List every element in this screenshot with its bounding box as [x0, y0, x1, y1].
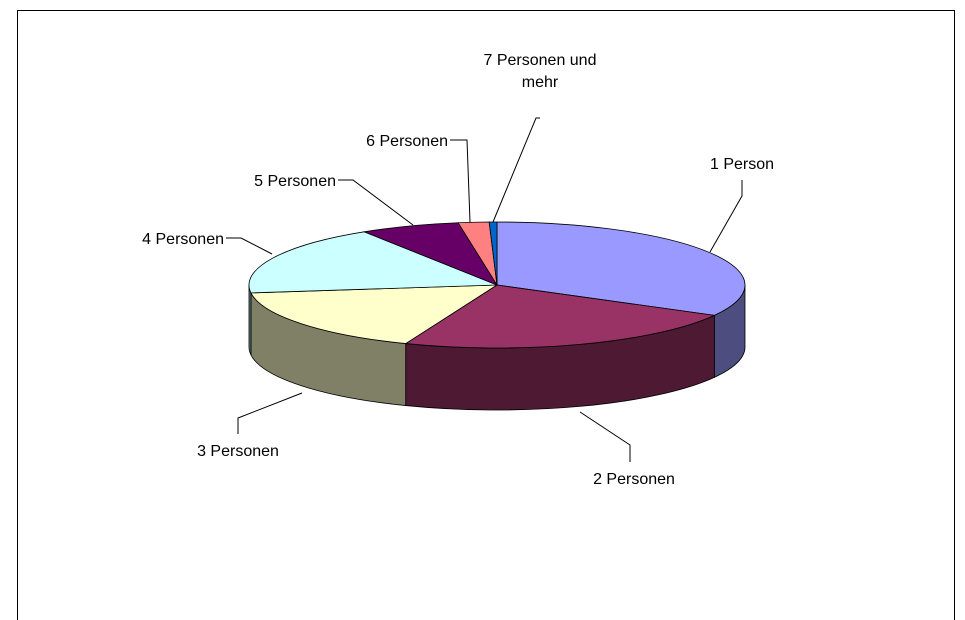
slice-label: 3 Personen	[197, 443, 279, 460]
slice	[250, 284, 499, 344]
slice	[496, 221, 746, 316]
slice-label: 1 Person	[710, 156, 774, 173]
slice-label: 2 Personen	[593, 471, 675, 488]
slice-label: 7 Personen und mehr	[483, 52, 597, 91]
slice	[248, 231, 498, 294]
slice-label: 6 Personen	[366, 133, 448, 150]
tops	[248, 221, 746, 349]
leader-line	[579, 411, 631, 462]
slice-side	[248, 284, 252, 356]
leader-line	[709, 180, 743, 253]
leader-line	[226, 237, 273, 255]
leader-line	[237, 392, 303, 434]
labels: 1 Person 2 Personen 3 Personen 4 Persone…	[142, 133, 774, 488]
slice-label: 4 Personen	[142, 231, 224, 248]
leaders	[226, 117, 743, 462]
slice	[404, 284, 716, 349]
leader-line	[450, 139, 471, 223]
sides	[248, 284, 746, 411]
leader-line	[338, 179, 414, 226]
leader-line	[492, 117, 540, 223]
slice-label: 5 Personen	[254, 173, 336, 190]
